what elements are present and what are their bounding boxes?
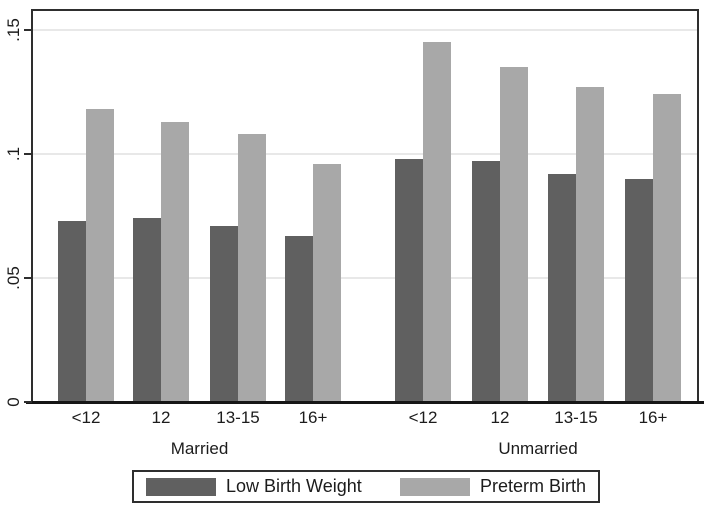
- gridline: [33, 277, 697, 279]
- bar-series2: [161, 122, 189, 402]
- y-tick-label: .05: [4, 266, 23, 290]
- x-tick-label: 16+: [298, 408, 328, 427]
- x-axis-line: [26, 401, 704, 404]
- plot-area: [31, 9, 699, 404]
- y-axis-tick: [24, 401, 32, 403]
- bar-series1: [133, 218, 161, 402]
- x-tick-label: <12: [408, 408, 438, 427]
- legend-label: Low Birth Weight: [226, 476, 362, 496]
- gridline: [33, 153, 697, 155]
- bar-series1: [548, 174, 576, 402]
- legend-label: Preterm Birth: [479, 476, 586, 496]
- bar-series2: [313, 164, 341, 402]
- bar-series1: [58, 221, 86, 402]
- x-tick-label: 12: [490, 408, 510, 427]
- legend-entry: Preterm Birth: [399, 476, 586, 497]
- bar-series2: [653, 94, 681, 402]
- x-tick-label: 13-15: [554, 408, 598, 427]
- bar-series2: [576, 87, 604, 402]
- legend-swatch-low-birth-weight: [146, 477, 216, 496]
- bar-series1: [472, 161, 500, 402]
- group-label: Married: [170, 439, 229, 458]
- bar-series1: [395, 159, 423, 402]
- bar-series2: [238, 134, 266, 402]
- bar-series2: [86, 109, 114, 402]
- y-tick-label: 0: [4, 397, 23, 407]
- y-axis-tick: [24, 29, 32, 31]
- y-tick-label: .1: [4, 146, 23, 162]
- legend-entry: Low Birth Weight: [146, 476, 362, 497]
- x-tick-label: 13-15: [216, 408, 260, 427]
- x-tick-label: 16+: [638, 408, 668, 427]
- bar-series2: [500, 67, 528, 402]
- y-axis-tick: [24, 277, 32, 279]
- legend-swatch-preterm-birth: [399, 477, 470, 496]
- y-tick-label: .15: [4, 18, 23, 42]
- x-tick-label: <12: [71, 408, 101, 427]
- bar-series1: [285, 236, 313, 402]
- bar-series2: [423, 42, 451, 402]
- group-label: Unmarried: [498, 439, 578, 458]
- bar-series1: [210, 226, 238, 402]
- x-tick-label: 12: [151, 408, 171, 427]
- y-axis-tick: [24, 153, 32, 155]
- legend: Low Birth Weight Preterm Birth: [132, 470, 600, 503]
- gridline: [33, 29, 697, 31]
- bar-series1: [625, 179, 653, 402]
